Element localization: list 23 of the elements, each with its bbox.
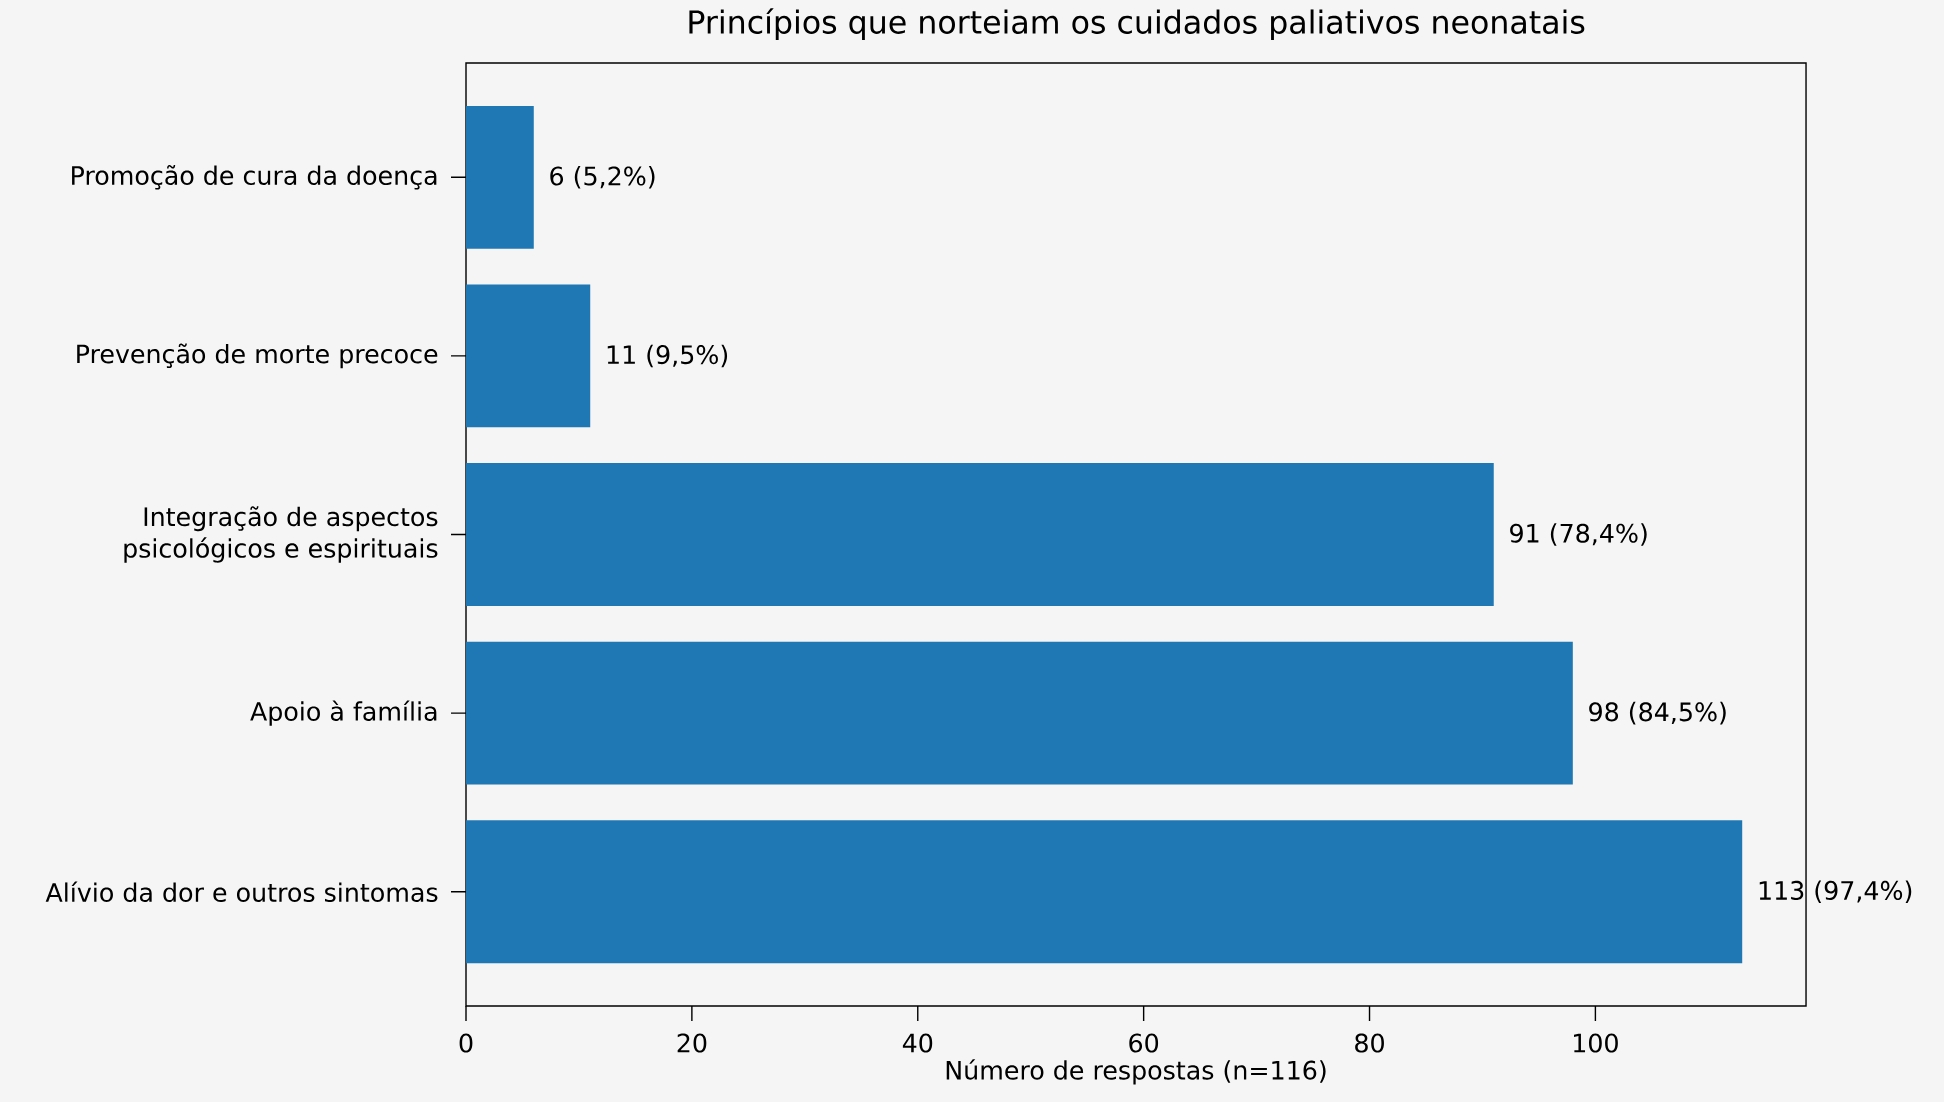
bar [466, 284, 591, 428]
data-label: 98 (84,5%) [1589, 701, 1726, 725]
chart-title: Princípios que norteiam os cuidados paliativos neonatais [689, 8, 1585, 41]
x-axis-title: Número de respostas (n=116) [946, 1059, 1326, 1085]
x-tick-label: 40 [902, 1033, 933, 1053]
bar [466, 641, 1573, 785]
x-tick-label: 20 [677, 1033, 707, 1053]
x-tick-label: 80 [1355, 1033, 1384, 1053]
y-tick-label: Alívio da dor e outros sintomas [45, 881, 438, 902]
data-label: 91 (78,4%) [1510, 523, 1647, 546]
y-tick-label: Promoção de cura da doença [72, 165, 437, 190]
x-tick-label: 0 [459, 1033, 473, 1053]
data-label: 6 (5,2%) [550, 166, 655, 189]
bar [466, 820, 1743, 964]
y-tick-label: Prevenção de morte precoce [77, 343, 438, 369]
data-label: 113 (97,4%) [1759, 880, 1912, 904]
x-tick-label: 100 [1574, 1033, 1618, 1053]
y-tick-label: Apoio à família [250, 700, 437, 726]
x-tick-label: 60 [1129, 1033, 1159, 1053]
bar [466, 463, 1494, 606]
y-tick-label: Integração de aspectos psicológicos e espirituais [124, 506, 438, 563]
data-label: 11 (9,5%) [607, 344, 728, 368]
bar [466, 105, 534, 249]
